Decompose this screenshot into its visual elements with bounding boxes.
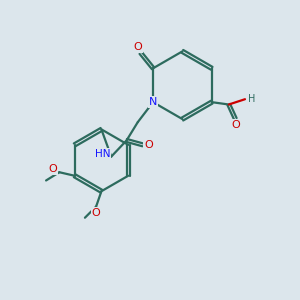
Text: O: O [49, 164, 57, 174]
Text: N: N [149, 97, 157, 107]
Text: O: O [134, 42, 142, 52]
Text: O: O [92, 208, 100, 218]
Text: O: O [144, 140, 153, 150]
Text: HN: HN [95, 149, 110, 159]
Text: O: O [231, 119, 240, 130]
Text: H: H [248, 94, 255, 103]
